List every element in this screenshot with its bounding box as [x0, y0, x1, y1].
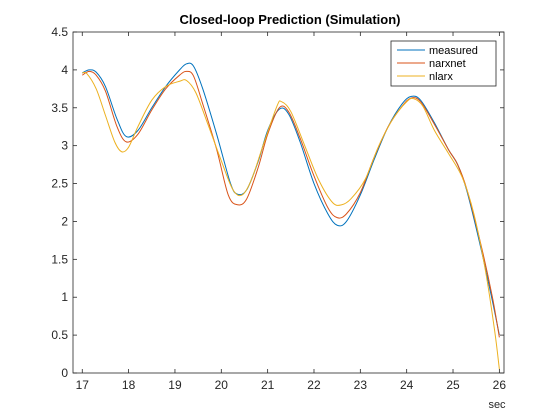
legend-label-measured: measured	[429, 45, 478, 57]
legend-label-nlarx: nlarx	[429, 71, 453, 83]
y-tick-label: 4	[61, 63, 68, 77]
x-tick-label: 20	[215, 378, 229, 392]
series-line-nlarx	[82, 71, 500, 370]
plot-area	[82, 62, 500, 370]
x-tick-label: 19	[168, 378, 182, 392]
y-tick-label: 3	[61, 139, 68, 153]
x-tick-label: 18	[122, 378, 136, 392]
y-tick-label: 1.5	[51, 252, 68, 266]
chart-title: Closed-loop Prediction (Simulation)	[180, 12, 401, 27]
axes-box	[72, 31, 505, 374]
axes: 17 18 19 20 21 22 23 24 25 26 0 0.5 1 1.5 2 2.5 3 3.5 4 4.5	[51, 25, 506, 392]
series-line-measured	[82, 62, 500, 336]
y-tick-label: 3.5	[51, 101, 68, 115]
x-tick-label: 24	[400, 378, 414, 392]
x-tick-label: 23	[354, 378, 368, 392]
series-lines	[82, 62, 500, 370]
series-line-narxnet	[82, 70, 500, 338]
x-tick-label: 17	[76, 378, 90, 392]
y-tick-label: 4.5	[51, 25, 68, 39]
legend-label-narxnet: narxnet	[429, 58, 466, 70]
y-tick-label: 2.5	[51, 177, 68, 191]
y-tick-label: 0.5	[51, 328, 68, 342]
x-axis-label: sec	[488, 399, 506, 411]
y-tick-label: 0	[61, 366, 68, 380]
y-tick-label: 2	[61, 214, 68, 228]
x-tick-label: 25	[446, 378, 460, 392]
x-tick-label: 22	[307, 378, 321, 392]
x-tick-label: 21	[261, 378, 275, 392]
x-tick-label: 26	[493, 378, 507, 392]
y-tick-label: 1	[61, 290, 68, 304]
